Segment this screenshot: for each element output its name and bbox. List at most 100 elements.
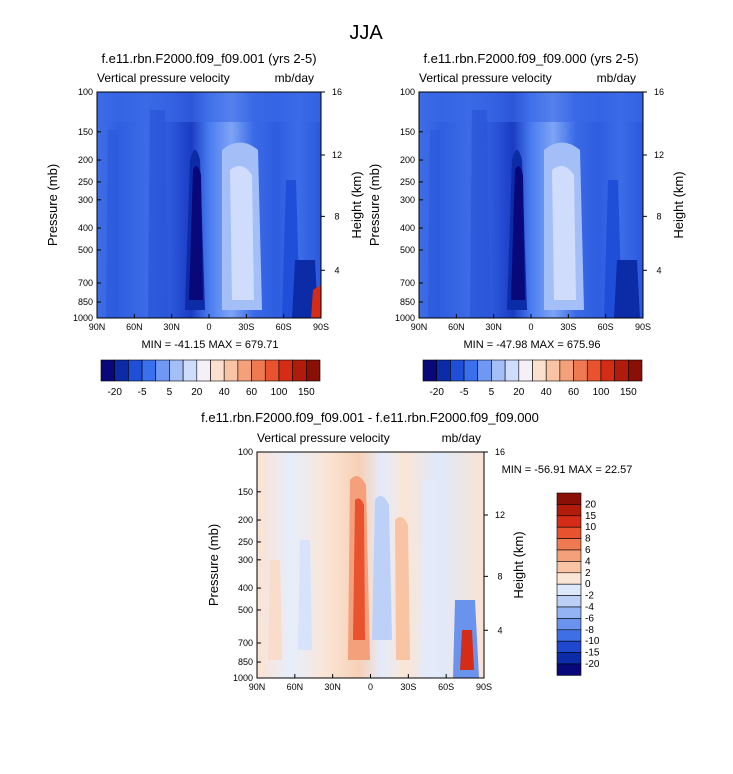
x-tick-label: 60N (126, 322, 143, 332)
y-tick-label: 400 (238, 583, 253, 593)
colorbar-swatch (114, 359, 129, 382)
panel-2-stats: MIN = -47.98 MAX = 675.96 (464, 339, 601, 351)
colorbar-swatch (306, 359, 321, 382)
panel-2-contour-field (419, 92, 643, 318)
colorbar-swatch (210, 359, 225, 382)
x-tick-label: 90N (89, 322, 106, 332)
y-tick-label: 500 (78, 245, 93, 255)
colorbar-swatch (463, 359, 479, 382)
colorbar-swatch (628, 359, 643, 382)
colorbar-swatch (556, 606, 582, 619)
y-tick-label: 100 (78, 87, 93, 97)
y-tick-label: 150 (400, 127, 415, 137)
colorbar-label: -15 (585, 648, 600, 659)
colorbar-swatch (141, 359, 157, 382)
colorbar-label: 5 (167, 387, 173, 398)
colorbar-swatch (532, 359, 547, 382)
panel-2-title: f.e11.rbn.F2000.f09_f09.000 (yrs 2-5) (423, 51, 638, 66)
colorbar-label: -5 (460, 387, 469, 398)
colorbar-label: 100 (271, 387, 288, 398)
colorbar-swatch (586, 359, 602, 382)
x-tick-label: 30S (560, 322, 576, 332)
colorbar-swatch (556, 663, 582, 676)
figure-title: JJA (349, 22, 383, 44)
x-tick-label: 90S (313, 322, 329, 332)
panel-3-variable-label: Vertical pressure velocity (257, 431, 390, 445)
panel-1-units-label: mb/day (275, 71, 314, 85)
panel-3: f.e11.rbn.F2000.f09_f09.001 - f.e11.rbn.… (201, 410, 632, 692)
y-tick-label: 400 (400, 223, 415, 233)
y-tick-label: 850 (78, 297, 93, 307)
colorbar-label: -4 (585, 602, 594, 613)
panel-2-height-axis-label: Height (km) (671, 171, 686, 238)
colorbar-swatch (292, 359, 307, 382)
colorbar-label: -6 (585, 613, 594, 624)
colorbar-swatch (556, 572, 582, 585)
height-tick-label: 12 (495, 510, 505, 520)
colorbar-label: 150 (298, 387, 315, 398)
height-tick-label: 16 (332, 87, 342, 97)
colorbar-swatch (556, 618, 582, 631)
height-tick-label: 4 (656, 265, 661, 275)
colorbar-swatch (556, 515, 582, 528)
colorbar-swatch (196, 359, 211, 382)
y-tick-label: 1000 (73, 313, 93, 323)
y-tick-label: 850 (400, 297, 415, 307)
y-tick-label: 200 (400, 155, 415, 165)
colorbar-swatch (556, 549, 582, 562)
colorbar-swatch (477, 359, 492, 382)
colorbar-swatch (556, 561, 582, 574)
colorbar-swatch (100, 359, 115, 382)
x-tick-label: 60N (287, 682, 304, 692)
colorbar-swatch (556, 526, 582, 539)
y-tick-label: 100 (238, 447, 253, 457)
colorbar-swatch (504, 359, 520, 382)
y-tick-label: 300 (400, 195, 415, 205)
x-tick-label: 60N (448, 322, 465, 332)
colorbar-label: -5 (138, 387, 147, 398)
x-tick-label: 30S (238, 322, 254, 332)
colorbar-label: -20 (107, 387, 122, 398)
y-tick-label: 1000 (233, 673, 253, 683)
colorbar-label: 0 (585, 579, 591, 590)
colorbar-swatch (237, 359, 252, 382)
colorbar-swatch (223, 359, 239, 382)
x-tick-label: 60S (438, 682, 454, 692)
colorbar-label: 2 (585, 568, 591, 579)
colorbar-swatch (556, 629, 582, 642)
y-tick-label: 700 (78, 278, 93, 288)
colorbar-label: 60 (246, 387, 258, 398)
colorbar-swatch (556, 640, 582, 653)
colorbar-label: -2 (585, 591, 594, 602)
x-tick-label: 90S (476, 682, 492, 692)
y-tick-label: 200 (238, 515, 253, 525)
y-tick-label: 1000 (395, 313, 415, 323)
colorbar-label: 4 (585, 556, 591, 567)
height-tick-label: 8 (656, 211, 661, 221)
y-tick-label: 250 (400, 177, 415, 187)
colorbar-swatch (556, 583, 582, 596)
colorbar-label: -8 (585, 625, 594, 636)
x-tick-label: 0 (368, 682, 373, 692)
height-tick-label: 16 (654, 87, 664, 97)
colorbar-label: 20 (585, 499, 597, 510)
colorbar-swatch (573, 359, 588, 382)
colorbar-label: 100 (593, 387, 610, 398)
colorbar-swatch (556, 652, 582, 665)
panel-3-y-axis-label: Pressure (mb) (206, 524, 221, 606)
colorbar-label: 8 (585, 534, 591, 545)
colorbar-swatch (422, 359, 437, 382)
colorbar-swatch (600, 359, 615, 382)
panel-1: f.e11.rbn.F2000.f09_f09.001 (yrs 2-5) Ve… (45, 51, 364, 398)
colorbar-swatch (545, 359, 561, 382)
x-tick-label: 90N (249, 682, 266, 692)
panel-3-height-axis-label: Height (km) (511, 531, 526, 598)
y-tick-label: 150 (78, 127, 93, 137)
y-tick-label: 150 (238, 487, 253, 497)
colorbar-swatch (614, 359, 629, 382)
y-tick-label: 250 (238, 537, 253, 547)
x-tick-label: 60S (276, 322, 292, 332)
y-tick-label: 400 (78, 223, 93, 233)
y-tick-label: 200 (78, 155, 93, 165)
